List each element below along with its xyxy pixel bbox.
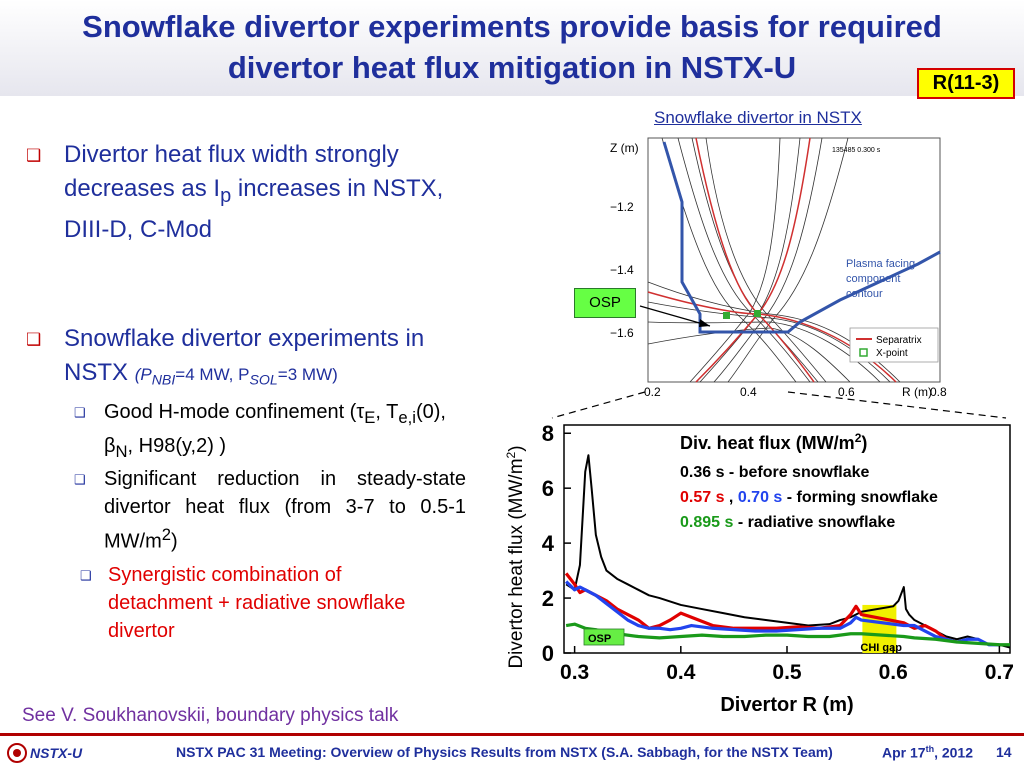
chart-legend: Div. heat flux (MW/m2) 0.36 s - before s… bbox=[680, 431, 938, 531]
bullet-text: Snowflake divertor experiments in NSTX bbox=[64, 325, 425, 386]
footer-date: Apr 17th, 2012 bbox=[882, 744, 974, 761]
bullet-tail: increases in NSTX, DIII-D, C-Mod bbox=[64, 175, 444, 243]
footer-page-number: 14 bbox=[996, 744, 1012, 760]
x-point-marker bbox=[723, 312, 730, 319]
see-also-note: See V. Soukhanovskii, boundary physics t… bbox=[22, 705, 399, 726]
separatrix-line bbox=[695, 137, 811, 383]
eq-ytick: −1.2 bbox=[610, 200, 634, 214]
x-tick-label: 0.7 bbox=[985, 661, 1014, 684]
x-tick-label: 0.4 bbox=[666, 661, 696, 684]
power-params: (PNBI=4 MW, PSOL=3 MW) bbox=[134, 365, 338, 389]
ip-subscript: p bbox=[220, 184, 232, 207]
legend-title: Div. heat flux (MW/m2) bbox=[680, 431, 867, 453]
legend-xpoint-swatch bbox=[859, 348, 868, 357]
series-line-2 bbox=[565, 580, 1000, 647]
wall-label-line: contour bbox=[846, 288, 883, 300]
subbullet-synergistic: Synergistic combination of detachment + … bbox=[108, 564, 406, 642]
plasma-facing-wall bbox=[662, 141, 941, 334]
chi-gap-label: CHI gap bbox=[860, 642, 902, 654]
x-tick-label: 0.6 bbox=[879, 661, 908, 684]
bullet-marker: ❑ bbox=[26, 330, 42, 349]
bullet-marker: ❑ bbox=[26, 146, 42, 165]
separatrix-line bbox=[695, 137, 815, 383]
chi-gap-region bbox=[862, 604, 897, 653]
y-tick-label: 6 bbox=[542, 476, 554, 501]
slide-title: Snowflake divertor experiments provide b… bbox=[10, 6, 1014, 88]
subbullet-heat-flux-reduction: Significant reduction in steady-state di… bbox=[104, 468, 466, 553]
osp-chart-tag bbox=[583, 628, 625, 646]
footer-rule bbox=[0, 733, 1024, 736]
eq-xtick: 0.2 bbox=[644, 385, 661, 399]
snowflake-equilibrium-figure: Z (m) −1.2 −1.4 −1.6 0.2 0.4 0.6 0.8 R (… bbox=[610, 137, 947, 399]
osp-callout: OSP bbox=[574, 288, 636, 318]
subbullet-confinement: Good H-mode confinement (τE, Te,i(0), βN… bbox=[104, 401, 446, 461]
legend-entry: 0.895 s - radiative snowflake bbox=[680, 514, 895, 531]
chart-xlabel: Divertor R (m) bbox=[720, 694, 853, 715]
x-tick-label: 0.3 bbox=[560, 661, 589, 684]
svg-text:NSTX-U: NSTX-U bbox=[30, 745, 83, 761]
bullet-snowflake-experiments: Snowflake divertor experiments in NSTX (… bbox=[64, 322, 474, 397]
legend-xpoint-label: X-point bbox=[876, 348, 908, 359]
heat-flux-chart: 0 2 4 6 8 0.3 0.4 0.5 0.6 0.7 Divertor heat flux … bbox=[504, 421, 1014, 715]
flux-contours bbox=[647, 137, 901, 383]
eq-ytick: −1.6 bbox=[610, 326, 634, 340]
y-tick-label: 2 bbox=[542, 586, 554, 611]
eq-xtick: 0.4 bbox=[740, 385, 757, 399]
eq-ytick: −1.4 bbox=[610, 263, 634, 277]
osp-arrowhead bbox=[699, 319, 710, 327]
legend-entry: 0.57 s , 0.70 s - forming snowflake bbox=[680, 489, 938, 506]
osp-chart-label: OSP bbox=[588, 633, 611, 645]
subbullet-marker: ❑ bbox=[74, 472, 86, 487]
subbullet-marker: ❑ bbox=[80, 568, 92, 583]
nstx-u-logo: NSTX-U bbox=[7, 743, 83, 763]
title-line-2: divertor heat flux mitigation in NSTX-U bbox=[227, 50, 797, 85]
bullet-text: Divertor heat flux width strongly decrea… bbox=[64, 141, 399, 202]
eq-plot-heading: Snowflake divertor in NSTX bbox=[654, 108, 862, 127]
y-tick-label: 8 bbox=[542, 421, 554, 446]
eq-ylabel: Z (m) bbox=[610, 141, 639, 155]
eq-xtick: 0.8 bbox=[930, 385, 947, 399]
subbullet-marker: ❑ bbox=[74, 405, 86, 420]
osp-arrow bbox=[639, 305, 711, 327]
y-tick-label: 0 bbox=[542, 641, 554, 666]
x-point-marker bbox=[754, 310, 761, 317]
axis-layer: 0 2 4 6 8 0.3 0.4 0.5 0.6 0.7 bbox=[542, 421, 1014, 684]
wall-label-line: component bbox=[846, 273, 900, 285]
chart-ylabel: Divertor heat flux (MW/m2) bbox=[504, 445, 527, 668]
footer-meeting: NSTX PAC 31 Meeting: Overview of Physics… bbox=[176, 744, 833, 760]
plot-frame bbox=[563, 424, 1011, 654]
wall-label-line: Plasma facing bbox=[846, 258, 915, 270]
eq-xlabel: R (m) bbox=[902, 385, 932, 399]
slide-badge: R(11-3) bbox=[917, 68, 1015, 99]
legend-separatrix-label: Separatrix bbox=[876, 335, 922, 346]
eq-shot-label: 135485 0.300 s bbox=[832, 147, 881, 154]
bullet-heat-flux-width: Divertor heat flux width strongly decrea… bbox=[64, 138, 474, 247]
eq-xtick: 0.6 bbox=[838, 385, 855, 399]
y-tick-label: 4 bbox=[542, 531, 555, 556]
legend-entry: 0.36 s - before snowflake bbox=[680, 464, 870, 481]
title-line-1: Snowflake divertor experiments provide b… bbox=[82, 9, 942, 44]
slide-header bbox=[0, 0, 1024, 96]
x-tick-label: 0.5 bbox=[772, 661, 802, 684]
